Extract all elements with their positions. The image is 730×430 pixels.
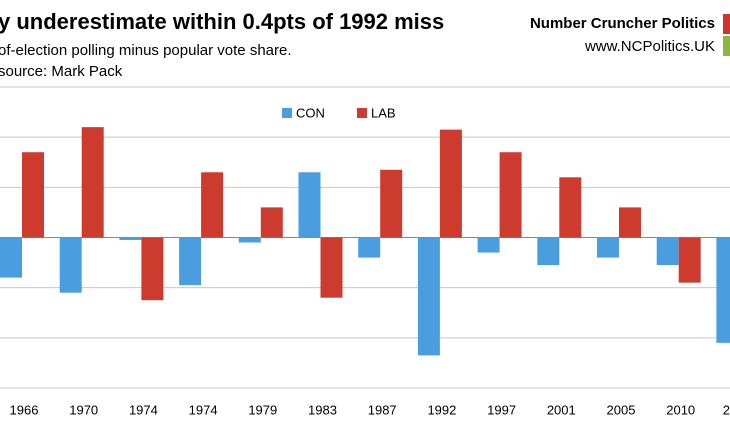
- legend-swatch: [282, 108, 292, 118]
- x-tick-label: 2: [723, 402, 730, 417]
- logo-stripe: [723, 14, 730, 34]
- bar: [477, 237, 500, 253]
- chart-title: y underestimate within 0.4pts of 1992 mi…: [0, 9, 444, 34]
- bar: [380, 169, 403, 238]
- bar: [559, 177, 582, 238]
- bar: [678, 237, 701, 283]
- x-tick-label: 1974: [129, 402, 158, 417]
- bar: [260, 207, 283, 238]
- bar: [417, 237, 440, 356]
- bar: [298, 172, 321, 238]
- x-tick-label: 1970: [69, 402, 98, 417]
- legend-swatch: [357, 108, 367, 118]
- bar: [358, 237, 381, 258]
- x-tick-label: 1974: [189, 402, 218, 417]
- bar: [141, 237, 164, 301]
- x-tick-label: 1987: [368, 402, 397, 417]
- logo-stripe: [723, 36, 730, 56]
- bar: [499, 152, 522, 238]
- bar: [0, 237, 22, 278]
- x-tick-label: 1966: [10, 402, 39, 417]
- bar: [320, 237, 343, 298]
- legend-label: CON: [296, 105, 325, 120]
- website: www.NCPolitics.UK: [584, 38, 715, 55]
- chart-subtitle: of-election polling minus popular vote s…: [0, 42, 292, 59]
- bar: [619, 207, 641, 238]
- bar: [119, 237, 142, 241]
- chart-source: source: Mark Pack: [0, 63, 123, 80]
- bar: [537, 237, 560, 266]
- x-tick-label: 2010: [666, 402, 695, 417]
- bar: [179, 237, 202, 286]
- bar: [81, 127, 104, 238]
- bar: [656, 237, 679, 266]
- x-tick-label: 2005: [607, 402, 636, 417]
- bar: [716, 237, 730, 343]
- x-tick-label: 1979: [248, 402, 277, 417]
- bar: [59, 237, 82, 293]
- bar: [201, 172, 224, 238]
- bar: [22, 152, 44, 238]
- bar: [597, 237, 619, 258]
- brand: Number Cruncher Politics: [530, 15, 715, 32]
- x-tick-label: 1997: [487, 402, 516, 417]
- bar: [439, 129, 462, 238]
- x-tick-label: 2001: [547, 402, 576, 417]
- legend-label: LAB: [371, 105, 396, 120]
- x-tick-label: 1983: [308, 402, 337, 417]
- x-tick-label: 1992: [427, 402, 456, 417]
- bar: [238, 237, 261, 243]
